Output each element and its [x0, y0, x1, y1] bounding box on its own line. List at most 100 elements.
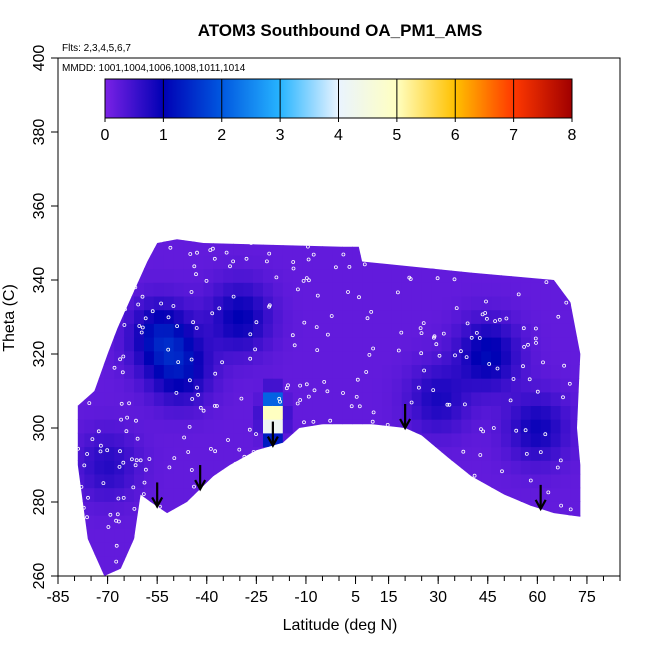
heatmap-cell — [292, 241, 304, 256]
heatmap-cell — [302, 419, 314, 434]
heatmap-cell — [501, 378, 512, 393]
sample-point — [140, 294, 145, 299]
heatmap-cell — [401, 309, 413, 324]
heatmap-cell — [570, 487, 581, 502]
sample-point — [231, 294, 236, 299]
sample-point — [122, 323, 127, 327]
heatmap-cell — [510, 405, 522, 420]
heatmap-cell — [560, 364, 571, 379]
heatmap-cell — [391, 323, 403, 338]
heatmap-cell — [342, 405, 353, 420]
heatmap-cell — [302, 323, 314, 338]
heatmap-cell — [272, 282, 284, 297]
heatmap-cell — [124, 460, 135, 475]
heatmap-cell — [114, 378, 125, 393]
sample-point — [121, 495, 126, 500]
heatmap-cell — [173, 364, 185, 379]
sample-point — [172, 456, 177, 461]
heatmap-cell — [292, 337, 304, 352]
heatmap-cell — [134, 337, 145, 352]
sample-point — [452, 277, 457, 282]
sample-point — [522, 344, 526, 349]
sample-point — [137, 324, 142, 328]
heatmap-cell — [183, 487, 195, 502]
heatmap-cell — [84, 460, 95, 475]
sample-point — [495, 366, 500, 371]
heatmap-cell — [302, 350, 314, 365]
colorbar: 0 1 2 3 4 5 6 7 8 — [101, 78, 577, 144]
heatmap-cell — [421, 378, 433, 393]
heatmap-cell — [223, 432, 234, 448]
sample-point — [195, 385, 199, 390]
heatmap-cell — [550, 337, 562, 352]
heatmap-cell — [213, 268, 224, 283]
heatmap-cell — [124, 419, 135, 434]
flight-arrow-head — [151, 496, 164, 509]
heatmap-cell — [431, 350, 443, 365]
heatmap-cell — [263, 337, 274, 352]
sample-point — [504, 316, 509, 321]
heatmap-cell — [491, 473, 502, 489]
sample-point — [187, 424, 192, 429]
sample-point — [315, 293, 320, 298]
heatmap-cell — [431, 432, 443, 448]
heatmap-cell — [213, 295, 224, 311]
heatmap-cell — [481, 309, 492, 324]
heatmap-cell — [183, 419, 195, 434]
sample-point — [150, 309, 155, 314]
heatmap-cell — [461, 295, 472, 311]
heatmap-cell — [570, 460, 581, 475]
sample-point — [371, 346, 376, 351]
heatmap-cell — [114, 501, 125, 516]
heatmap-cell — [193, 350, 204, 365]
heatmap-cell — [332, 323, 343, 338]
heatmap-cell — [302, 405, 314, 420]
heatmap-cell — [282, 364, 294, 379]
heatmap-cell — [144, 487, 155, 502]
heatmap-cell — [560, 378, 571, 393]
heatmap-cell — [560, 487, 571, 502]
sample-point — [526, 342, 530, 347]
sample-point — [159, 301, 164, 306]
heatmap-cell — [213, 378, 224, 393]
heatmap-cell — [312, 254, 324, 270]
heatmap-cell — [322, 391, 333, 406]
heatmap-cell — [491, 309, 502, 324]
heatmap-cell — [173, 282, 185, 297]
sample-point — [555, 465, 560, 470]
heatmap-cell — [382, 350, 393, 365]
heatmap-cell — [233, 282, 244, 297]
heatmap-cell — [104, 364, 115, 379]
heatmap-cell — [501, 446, 512, 461]
colorbar-tick-label: 4 — [334, 127, 343, 144]
heatmap-cell — [401, 350, 413, 365]
heatmap-cell — [372, 364, 383, 379]
sample-point — [302, 420, 306, 425]
heatmap-cell — [580, 473, 581, 489]
heatmap-cell — [312, 323, 324, 338]
heatmap-cell — [144, 473, 155, 489]
heatmap-cell — [203, 295, 214, 311]
heatmap-cell — [193, 391, 204, 406]
heatmap-cell — [520, 309, 532, 324]
sample-point — [395, 290, 400, 295]
colorbar-ticks: 0 1 2 3 4 5 6 7 8 — [101, 79, 577, 144]
sample-point — [469, 335, 474, 340]
heatmap-cell — [263, 405, 274, 420]
heatmap-cell — [104, 542, 115, 557]
heatmap-cell — [144, 309, 155, 324]
heatmap-cell — [520, 337, 532, 352]
flight-arrow-head — [266, 436, 279, 448]
heatmap-cell — [302, 391, 314, 406]
sample-point — [562, 363, 566, 368]
heatmap-cell — [282, 241, 294, 256]
heatmap-cell — [153, 241, 165, 256]
heatmap-cell — [322, 254, 333, 270]
heatmap-cell — [372, 405, 383, 420]
heatmap-cell — [104, 528, 115, 543]
heatmap-cell — [372, 350, 383, 365]
sample-point — [284, 386, 289, 391]
heatmap-cell — [233, 446, 244, 461]
heatmap-cell — [550, 378, 562, 393]
